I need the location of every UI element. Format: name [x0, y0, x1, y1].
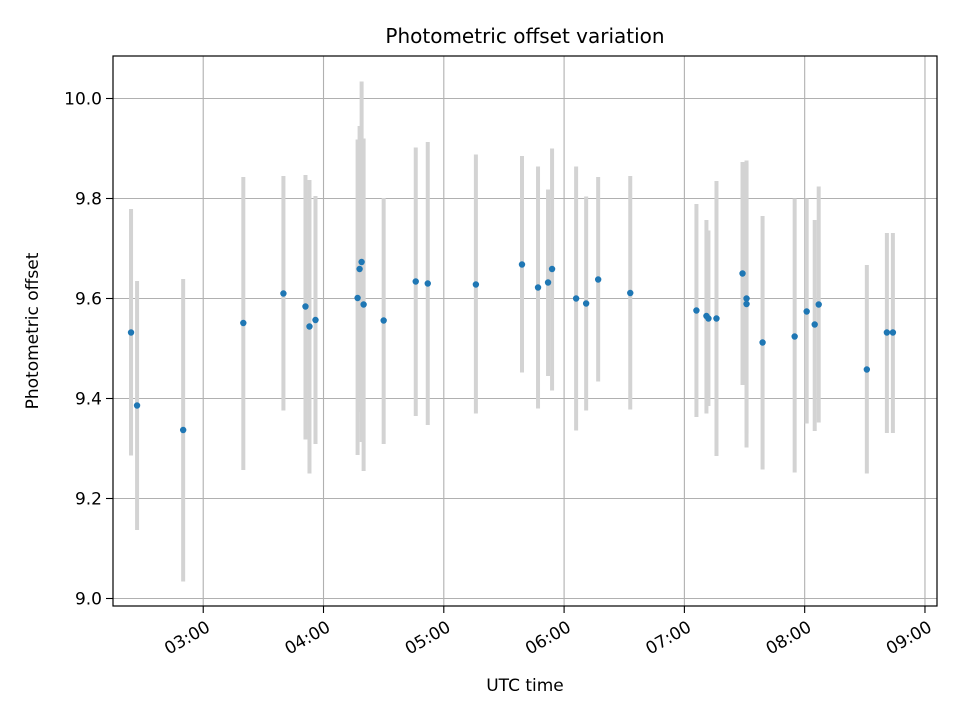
data-point: [713, 315, 720, 322]
y-tick-label: 9.4: [75, 390, 102, 410]
data-point: [759, 339, 766, 346]
data-point: [544, 279, 552, 286]
data-point: [883, 329, 891, 336]
y-axis-ticks: 9.0 9.2 9.4 9.6 9.8 10.0: [64, 90, 113, 610]
data-point: [743, 300, 750, 308]
data-point: [548, 265, 556, 273]
data-point: [133, 402, 141, 409]
data-point: [412, 278, 419, 285]
data-point: [380, 317, 387, 324]
data-point: [312, 316, 319, 324]
data-point: [424, 280, 431, 287]
data-point: [302, 303, 309, 310]
data-point: [743, 295, 750, 302]
data-point: [358, 258, 365, 266]
data-point: [739, 270, 746, 277]
data-point: [693, 307, 700, 314]
data-point: [360, 301, 367, 308]
data-point: [354, 294, 361, 302]
data-point: [518, 261, 526, 268]
data-point: [572, 295, 580, 302]
data-point: [472, 281, 480, 288]
data-point: [811, 321, 818, 328]
plot-frame: [112, 55, 938, 607]
chart-title: Photometric offset variation: [385, 24, 664, 48]
grid: [113, 56, 937, 606]
x-axis-title: UTC time: [486, 676, 564, 696]
data-point: [356, 265, 363, 273]
data-point: [863, 366, 871, 373]
data-point: [582, 300, 590, 307]
y-tick-label: 9.0: [75, 590, 102, 610]
data-point: [627, 289, 634, 297]
y-tick-label: 10.0: [64, 90, 102, 110]
y-axis-title: Photometric offset: [23, 252, 43, 409]
data-point: [791, 333, 798, 340]
data-point: [705, 315, 712, 322]
data-point: [306, 323, 313, 330]
data-point: [594, 276, 602, 283]
y-tick-label: 9.8: [75, 190, 102, 210]
data-point: [534, 284, 542, 291]
data-point: [280, 290, 287, 297]
y-tick-label: 9.2: [75, 490, 102, 510]
data-point: [803, 308, 810, 315]
data-point: [815, 301, 822, 308]
data-point: [127, 329, 135, 336]
data-points: [127, 258, 897, 434]
y-tick-label: 9.6: [75, 290, 102, 310]
data-point: [179, 426, 187, 434]
data-point: [889, 329, 897, 336]
data-point: [240, 319, 247, 327]
